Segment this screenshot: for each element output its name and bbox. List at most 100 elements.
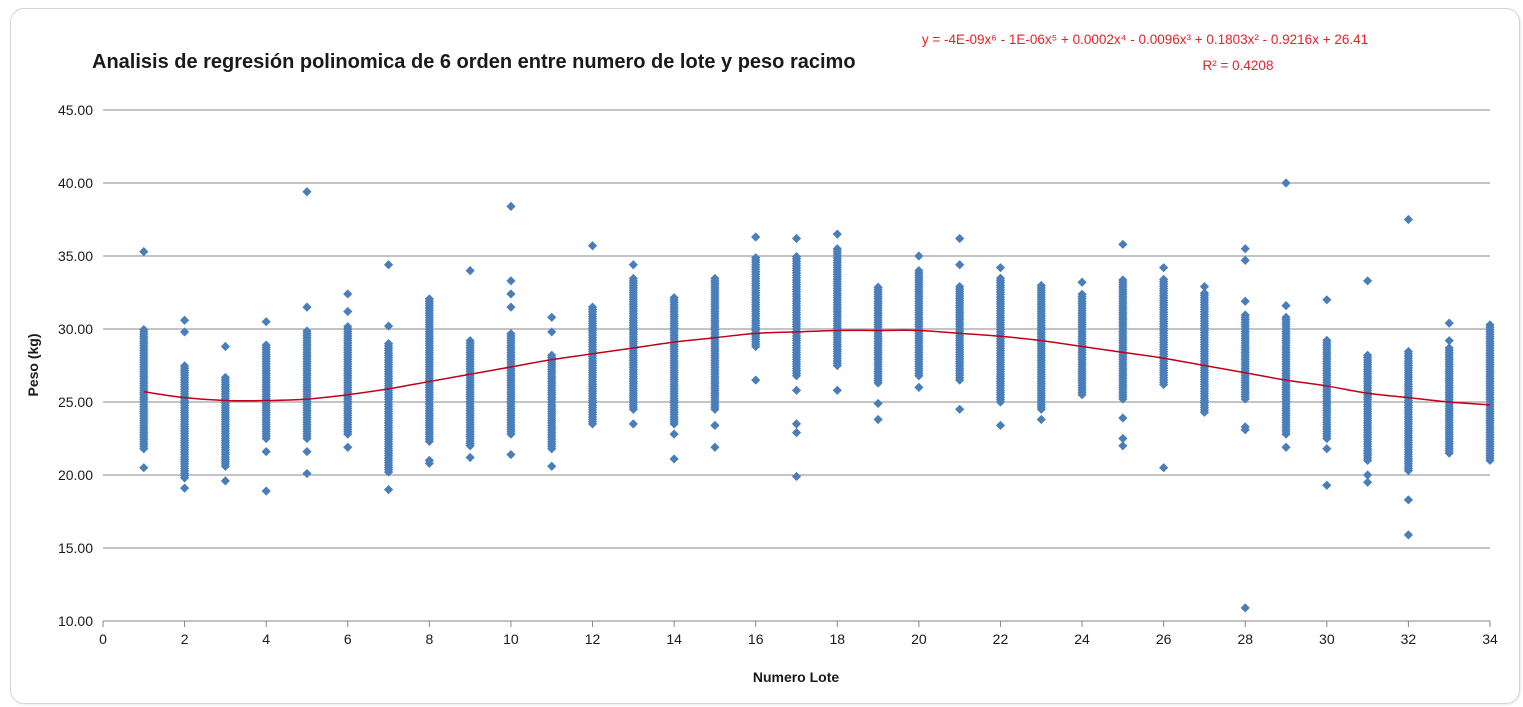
- data-point: [873, 414, 883, 425]
- data-point: [343, 442, 353, 452]
- x-tick-label: 14: [666, 631, 682, 647]
- data-point: [424, 294, 434, 304]
- data-point: [506, 201, 516, 211]
- data-point: [261, 486, 271, 496]
- data-point: [547, 312, 557, 322]
- x-tick-label: 4: [262, 631, 270, 647]
- data-point: [179, 361, 190, 371]
- data-point: [1240, 422, 1250, 432]
- data-point: [1118, 413, 1128, 423]
- data-point: [832, 244, 842, 254]
- data-point: [1322, 295, 1332, 305]
- data-point: [1199, 288, 1210, 298]
- data-point: [261, 340, 271, 350]
- data-point: [547, 327, 557, 337]
- data-point: [751, 375, 761, 385]
- data-point: [1322, 444, 1332, 454]
- data-point: [955, 260, 965, 270]
- x-tick-label: 16: [748, 631, 764, 647]
- data-point: [587, 302, 598, 312]
- data-point: [1199, 282, 1210, 292]
- x-tick-label: 12: [585, 631, 601, 647]
- data-point: [220, 341, 230, 352]
- x-tick-label: 2: [181, 631, 189, 647]
- data-point: [1363, 477, 1373, 487]
- data-point: [1403, 495, 1414, 505]
- data-point: [751, 253, 761, 263]
- data-point: [302, 447, 312, 457]
- x-tick-label: 6: [344, 631, 352, 647]
- x-tick-label: 34: [1482, 631, 1498, 647]
- data-point: [1485, 320, 1495, 330]
- data-point: [1322, 335, 1332, 345]
- data-point: [873, 398, 883, 409]
- data-point: [302, 187, 312, 197]
- trendline-equation: y = -4E-09x⁶ - 1E-06x⁵ + 0.0002x⁴ - 0.00…: [922, 32, 1368, 47]
- y-tick-label: 20.00: [58, 467, 93, 483]
- data-point: [302, 468, 312, 479]
- data-point: [1077, 289, 1087, 299]
- data-point: [1363, 350, 1373, 360]
- data-point: [465, 452, 475, 463]
- data-point: [710, 442, 720, 452]
- data-point: [914, 251, 924, 261]
- chart-title: Analisis de regresión polinomica de 6 or…: [92, 51, 856, 73]
- data-point: [669, 454, 679, 464]
- x-axis-label: Numero Lote: [753, 669, 840, 685]
- data-points: [139, 178, 1495, 613]
- data-point: [506, 276, 516, 286]
- data-point: [955, 282, 965, 292]
- x-tick-label: 26: [1156, 631, 1172, 647]
- data-point: [424, 455, 434, 465]
- data-point: [383, 339, 394, 349]
- data-point: [791, 419, 802, 429]
- data-point: [1403, 346, 1414, 357]
- data-point: [343, 322, 353, 332]
- data-point: [506, 329, 516, 339]
- data-point: [506, 289, 516, 299]
- x-tick-label: 8: [425, 631, 433, 647]
- data-point: [1118, 433, 1128, 444]
- data-point: [506, 449, 516, 460]
- data-point: [1281, 301, 1291, 311]
- data-point: [710, 273, 720, 284]
- data-point: [1118, 275, 1128, 285]
- y-axis-label: Peso (kg): [25, 333, 41, 396]
- y-tick-label: 45.00: [58, 102, 93, 118]
- data-point: [465, 336, 475, 346]
- data-point: [220, 476, 230, 486]
- data-point: [995, 420, 1006, 430]
- chart-frame: [10, 8, 1520, 704]
- data-point: [669, 293, 679, 303]
- data-point: [1403, 530, 1414, 540]
- trendline-curve: [143, 329, 1491, 406]
- data-point: [628, 273, 638, 284]
- x-tick-label: 0: [99, 631, 107, 647]
- data-point: [710, 420, 720, 430]
- data-point: [179, 483, 190, 493]
- x-tick-label: 32: [1401, 631, 1417, 647]
- x-tick-label: 30: [1319, 631, 1335, 647]
- x-axis-ticks: 0 2 4 6 8 10 12 14 16 18 20 22 24 26 28 30 32 34: [99, 621, 1498, 647]
- data-point: [1281, 442, 1291, 452]
- data-point: [1363, 276, 1373, 286]
- y-tick-label: 25.00: [58, 394, 93, 410]
- data-point: [1240, 603, 1250, 613]
- data-point: [791, 251, 802, 262]
- data-point: [955, 233, 965, 244]
- data-point: [1240, 255, 1250, 265]
- data-point: [343, 306, 353, 317]
- data-point: [139, 463, 149, 473]
- data-point: [751, 232, 761, 242]
- data-point: [1444, 318, 1454, 328]
- data-point: [914, 382, 924, 392]
- data-point: [139, 247, 149, 257]
- data-point: [1159, 274, 1169, 284]
- data-point: [465, 266, 475, 276]
- data-point: [1240, 244, 1250, 254]
- data-point: [547, 461, 557, 471]
- data-point: [1240, 296, 1250, 306]
- x-tick-label: 24: [1074, 631, 1090, 647]
- data-point: [261, 317, 271, 327]
